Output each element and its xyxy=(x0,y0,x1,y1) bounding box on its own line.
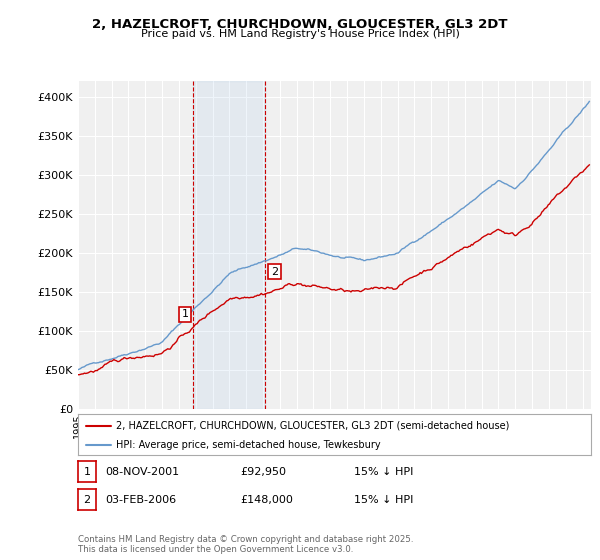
Text: 2: 2 xyxy=(271,267,278,277)
Text: £92,950: £92,950 xyxy=(240,466,286,477)
Text: 1: 1 xyxy=(83,466,91,477)
Text: 15% ↓ HPI: 15% ↓ HPI xyxy=(354,494,413,505)
Text: 2, HAZELCROFT, CHURCHDOWN, GLOUCESTER, GL3 2DT (semi-detached house): 2, HAZELCROFT, CHURCHDOWN, GLOUCESTER, G… xyxy=(116,421,510,431)
Text: This data is licensed under the Open Government Licence v3.0.: This data is licensed under the Open Gov… xyxy=(78,545,353,554)
Text: 08-NOV-2001: 08-NOV-2001 xyxy=(105,466,179,477)
Text: Price paid vs. HM Land Registry's House Price Index (HPI): Price paid vs. HM Land Registry's House … xyxy=(140,29,460,39)
Text: 1: 1 xyxy=(181,310,188,319)
Text: 2: 2 xyxy=(83,494,91,505)
Text: HPI: Average price, semi-detached house, Tewkesbury: HPI: Average price, semi-detached house,… xyxy=(116,440,381,450)
Text: 15% ↓ HPI: 15% ↓ HPI xyxy=(354,466,413,477)
Bar xyxy=(193,81,265,409)
Text: £148,000: £148,000 xyxy=(240,494,293,505)
Text: 2, HAZELCROFT, CHURCHDOWN, GLOUCESTER, GL3 2DT: 2, HAZELCROFT, CHURCHDOWN, GLOUCESTER, G… xyxy=(92,18,508,31)
Text: 03-FEB-2006: 03-FEB-2006 xyxy=(105,494,176,505)
Text: Contains HM Land Registry data © Crown copyright and database right 2025.: Contains HM Land Registry data © Crown c… xyxy=(78,535,413,544)
